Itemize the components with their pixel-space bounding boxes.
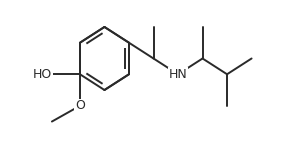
Text: O: O [75, 99, 85, 112]
Text: HN: HN [169, 68, 188, 81]
Text: HO: HO [33, 68, 52, 81]
